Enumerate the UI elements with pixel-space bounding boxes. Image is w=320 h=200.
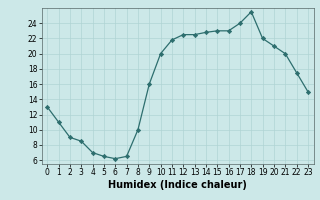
X-axis label: Humidex (Indice chaleur): Humidex (Indice chaleur) — [108, 180, 247, 190]
